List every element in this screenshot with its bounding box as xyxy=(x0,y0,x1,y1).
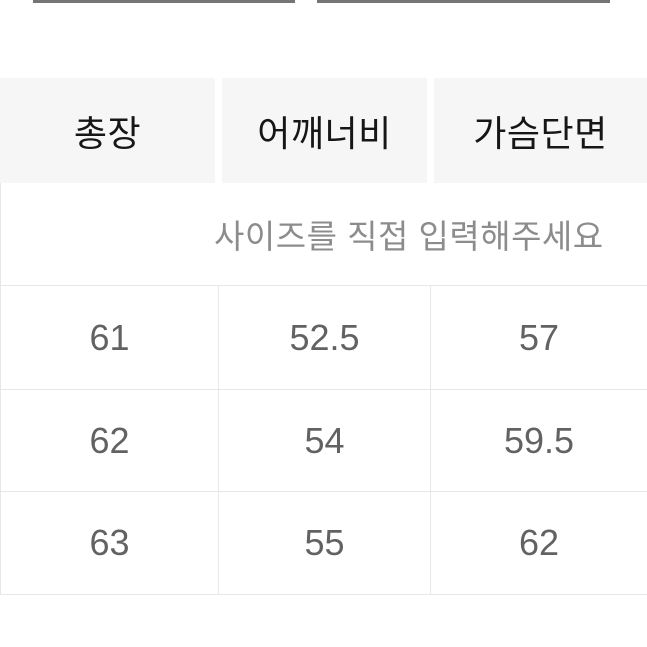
table-row: 62 54 59.5 xyxy=(0,390,647,492)
size-table: 총장 어깨너비 가슴단면 사이즈를 직접 입력해주세요 61 52.5 57 6… xyxy=(0,78,647,595)
header-cell-shoulder-width: 어깨너비 xyxy=(222,78,427,183)
size-input-prompt-text[interactable]: 사이즈를 직접 입력해주세요 xyxy=(214,218,604,255)
table-cell-chest-width: 59.5 xyxy=(503,419,575,461)
top-divider-left xyxy=(33,0,295,3)
header-gap xyxy=(215,78,222,183)
table-row: 63 55 62 xyxy=(0,492,647,595)
table-cell-total-length: 62 xyxy=(1,390,219,491)
table-cell-chest-width: 62 xyxy=(518,522,560,563)
table-cell-shoulder-width: 52.5 xyxy=(219,286,431,389)
table-cell-shoulder-width: 55 xyxy=(219,492,431,594)
table-cell-shoulder-width: 54 xyxy=(219,390,431,491)
header-cell-total-length: 총장 xyxy=(0,78,215,183)
size-table-header-row: 총장 어깨너비 가슴단면 xyxy=(0,78,647,183)
header-gap xyxy=(427,78,434,183)
table-cell-total-length: 63 xyxy=(1,492,219,594)
size-input-prompt-row[interactable]: 사이즈를 직접 입력해주세요 xyxy=(0,183,647,286)
table-cell-chest-width: 57 xyxy=(518,316,560,358)
table-row: 61 52.5 57 xyxy=(0,286,647,390)
header-cell-chest-width: 가슴단면 xyxy=(434,78,647,183)
table-cell-total-length: 61 xyxy=(1,286,219,389)
top-divider-right xyxy=(317,0,610,3)
